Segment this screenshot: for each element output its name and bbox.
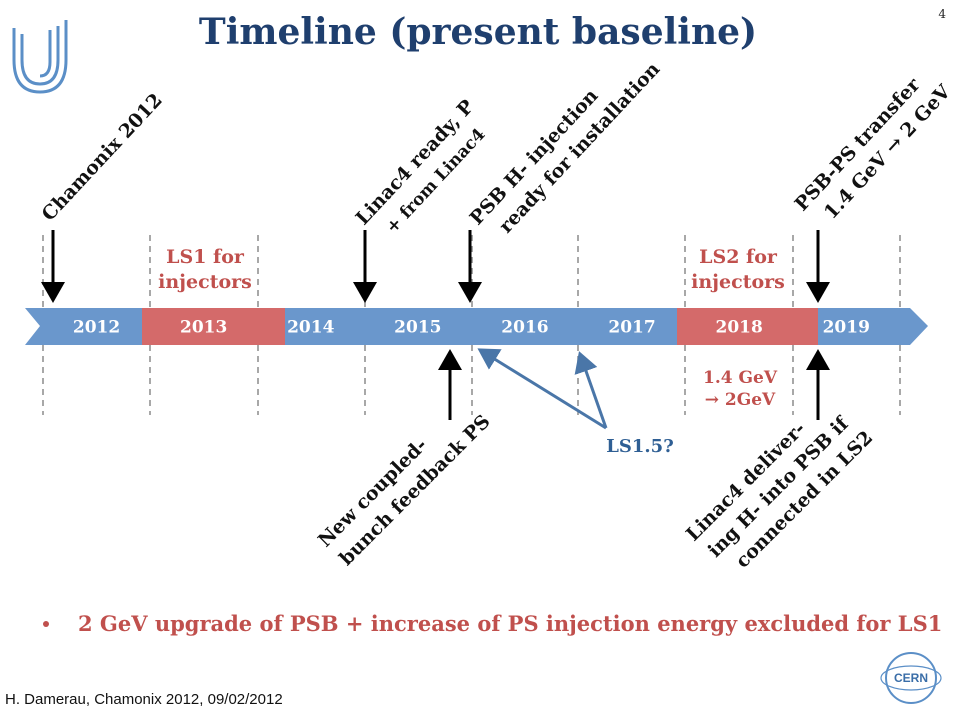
year-label: 2019 [823, 318, 870, 338]
year-label: 2013 [180, 318, 227, 338]
ls15-label: LS1.5? [606, 436, 674, 457]
event-label: New coupled- bunch feedback PS [314, 410, 495, 569]
bullet-text: 2 GeV upgrade of PSB + increase of PS in… [78, 611, 942, 636]
logo [12, 20, 68, 94]
event-label: PSB-PS transfer 1.4 GeV → 2 GeV [791, 73, 955, 223]
event-line: ready for installation [495, 58, 665, 238]
shutdown-segment [142, 308, 285, 345]
title: Timeline (present baseline) [199, 11, 757, 53]
ls-label: LS1 for [166, 246, 245, 268]
energy-note: → 2GeV [705, 390, 776, 410]
year-label: 2018 [715, 318, 762, 338]
year-label: 2017 [608, 318, 655, 338]
year-label: 2015 [394, 318, 441, 338]
event-label: Linac4 deliver- ing H- into PSB if conne… [682, 412, 877, 573]
page-number: 4 [938, 7, 946, 21]
arrows [41, 230, 830, 430]
cern-text: CERN [894, 671, 928, 685]
footer: H. Damerau, Chamonix 2012, 09/02/2012 [5, 691, 283, 708]
year-labels: 2012 2013 2014 2015 2016 2017 2018 2019 [73, 318, 870, 338]
event-line: Chamonix 2012 [38, 89, 167, 225]
shutdown-labels: LS1 for injectors LS2 for injectors 1.4 … [158, 246, 785, 410]
year-label: 2012 [73, 318, 120, 338]
cern-logo: CERN [880, 652, 942, 704]
energy-note: 1.4 GeV [703, 368, 778, 388]
ls-label: injectors [158, 271, 252, 293]
event-label: PSB H- injection ready for installation [466, 58, 665, 238]
event-label: Chamonix 2012 [38, 89, 167, 225]
shutdown-segment [677, 308, 818, 345]
ls-label: injectors [691, 271, 785, 293]
year-label: 2016 [501, 318, 548, 338]
ls-label: LS2 for [699, 246, 778, 268]
bullet-dot [43, 621, 49, 627]
year-label: 2014 [287, 318, 334, 338]
